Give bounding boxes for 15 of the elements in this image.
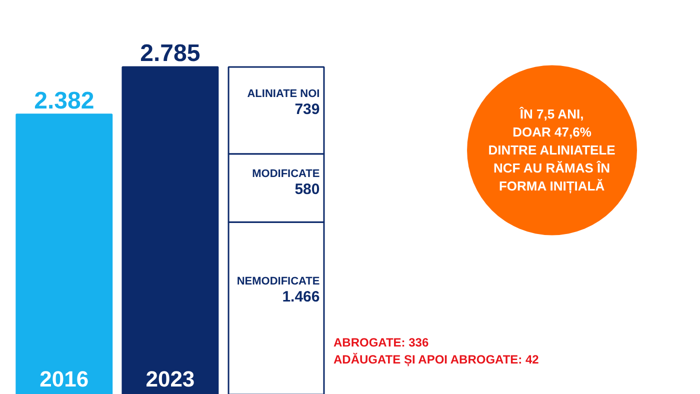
data-label: 2.785 — [140, 40, 200, 67]
series-label: NEMODIFICATE — [236, 276, 320, 288]
text: ABROGATE: 336 — [334, 336, 429, 350]
text: ADĂUGATE ȘI APOI ABROGATE: 42 — [334, 352, 540, 366]
x-tick-label: 2016 — [40, 366, 89, 392]
data-label: 739 — [294, 100, 320, 118]
series-label: MODIFICATE — [252, 168, 320, 180]
x-tick-label: 2023 — [146, 366, 195, 392]
bar — [122, 66, 219, 394]
bar — [16, 114, 113, 394]
text: ÎN 7,5 ANI, DOAR 47,6% DINTRE ALINIATELE NCF AU RĂMAS ÎN FORMA INIȚIALĂ — [488, 106, 616, 194]
data-label: 2.382 — [34, 87, 94, 114]
series-label: ALINIATE NOI — [247, 88, 320, 100]
data-label: 1.466 — [282, 288, 320, 306]
data-label: 580 — [294, 180, 320, 198]
